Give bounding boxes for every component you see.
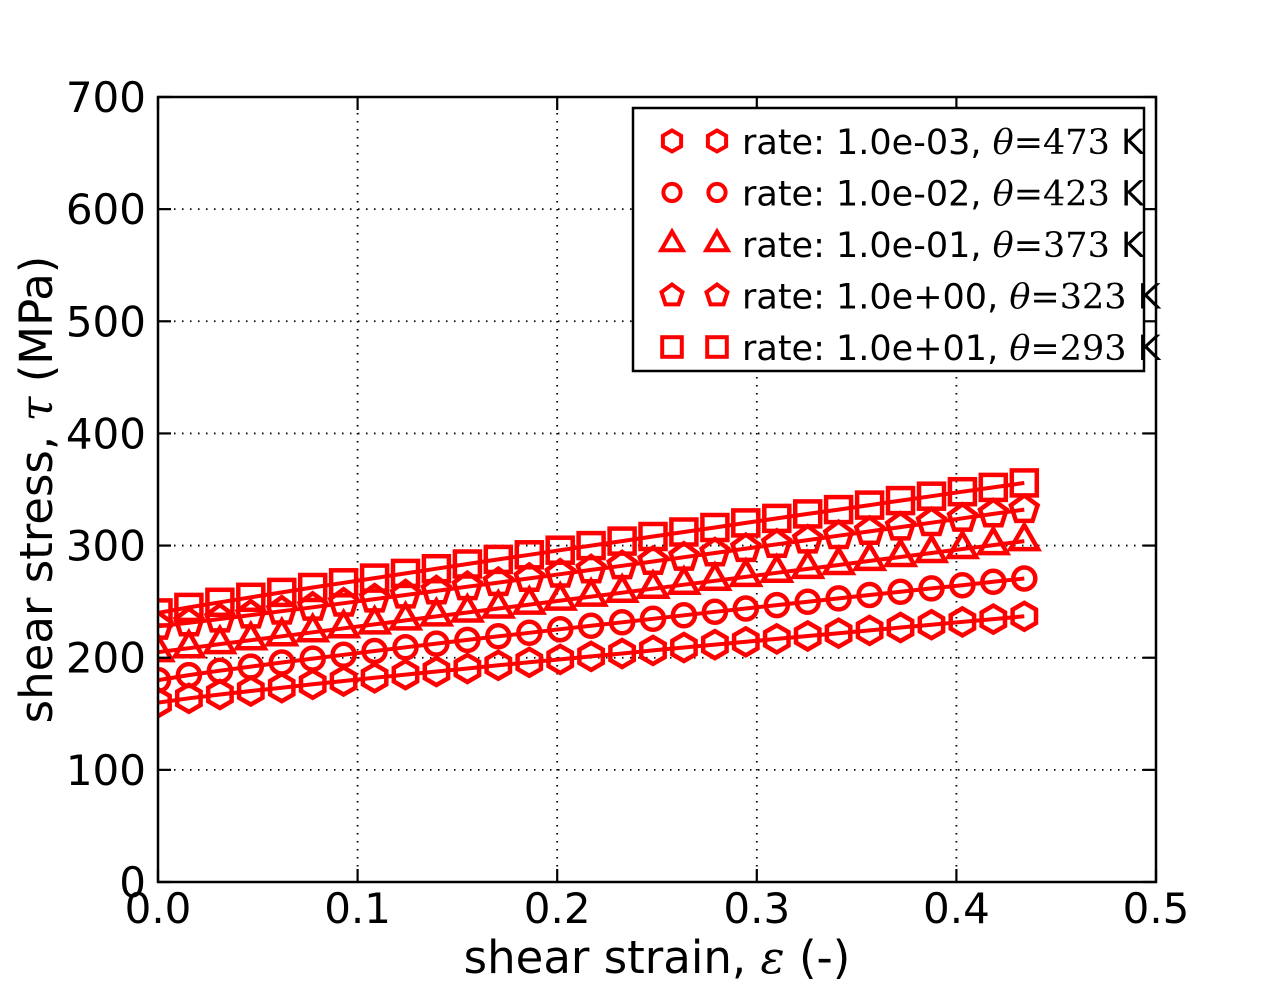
y-tick-label: 400 <box>66 409 146 458</box>
legend: rate: 1.0e-03, θ=473 K rate: 1.0e-02, θ=4… <box>631 106 1162 373</box>
legend-label: rate: 1.0e-01, θ=373 K <box>742 226 1145 266</box>
circle-marker-icon <box>661 181 728 204</box>
x-tick-label: 0.1 <box>324 884 391 933</box>
x-tick-label: 0.2 <box>524 884 591 933</box>
grid <box>158 97 1156 882</box>
legend-label: rate: 1.0e+00, θ=323 K <box>742 278 1162 318</box>
triangle-markers <box>158 520 1042 663</box>
y-tick-label: 0 <box>119 858 146 907</box>
plot-border <box>156 95 1158 884</box>
x-tick-label: 0.3 <box>723 884 790 933</box>
y-tick-label: 300 <box>66 522 146 571</box>
series-line <box>158 507 1025 629</box>
legend-entry: rate: 1.0e+00, θ=323 K <box>659 278 1162 318</box>
x-tick-label: 0.4 <box>923 884 990 933</box>
series-hexagon <box>158 600 1039 719</box>
y-tick-label: 700 <box>66 73 146 122</box>
legend-entry: rate: 1.0e-01, θ=373 K <box>657 226 1145 266</box>
legend-label: rate: 1.0e-03, θ=473 K <box>742 123 1145 163</box>
legend-label: rate: 1.0e+01, θ=293 K <box>742 329 1162 369</box>
legend-entry: rate: 1.0e-02, θ=423 K <box>661 175 1145 215</box>
x-tick-label: 0.0 <box>125 884 192 933</box>
y-tick-label: 500 <box>66 297 146 346</box>
y-axis-label: shear stress, τ (MPa) <box>10 256 63 724</box>
hexagon-markers <box>158 600 1039 719</box>
square-markers <box>158 468 1040 628</box>
x-axis-label: shear strain, ε (-) <box>464 931 851 982</box>
x-tick-label: 0.5 <box>1123 884 1190 933</box>
square-marker-icon <box>660 335 729 359</box>
series-square <box>158 468 1040 628</box>
series-circle <box>158 565 1038 694</box>
legend-entry: rate: 1.0e-03, θ=473 K <box>660 123 1145 163</box>
legend-label: rate: 1.0e-02, θ=423 K <box>742 175 1145 215</box>
y-tick-label: 100 <box>66 746 146 795</box>
y-tick-label: 600 <box>66 185 146 234</box>
triangle-marker-icon <box>657 227 732 253</box>
pentagon-marker-icon <box>659 282 730 307</box>
hexagon-marker-icon <box>660 128 729 154</box>
y-tick-label: 200 <box>66 634 146 683</box>
series-triangle <box>158 520 1042 663</box>
circle-markers <box>158 565 1038 694</box>
legend-entry: rate: 1.0e+01, θ=293 K <box>660 329 1162 369</box>
